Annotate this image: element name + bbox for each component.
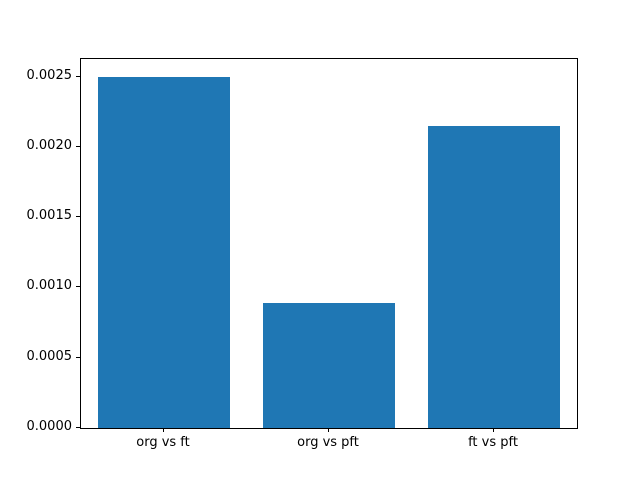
- y-axis-tick-label: 0.0010: [26, 278, 73, 293]
- y-axis-tick-mark: [76, 76, 80, 77]
- x-axis-tick-label: org vs ft: [136, 435, 190, 450]
- y-axis-tick-mark: [76, 357, 80, 358]
- y-axis-tick-mark: [76, 427, 80, 428]
- y-axis-tick-label: 0.0020: [26, 138, 73, 153]
- y-axis-tick-mark: [76, 146, 80, 147]
- y-axis-tick-mark: [76, 216, 80, 217]
- bar-org-vs-ft: [98, 77, 230, 428]
- y-axis-tick-label: 0.0000: [26, 419, 73, 434]
- x-axis-tick-label: org vs pft: [297, 435, 359, 450]
- y-axis-tick-mark: [76, 286, 80, 287]
- x-axis-tick-label: ft vs pft: [468, 435, 518, 450]
- x-axis-tick-mark: [328, 428, 329, 432]
- y-axis-tick-label: 0.0005: [26, 349, 73, 364]
- plot-area: [80, 58, 578, 429]
- y-axis-tick-label: 0.0015: [26, 208, 73, 223]
- bar-ft-vs-pft: [428, 126, 560, 428]
- bar-org-vs-pft: [263, 303, 395, 428]
- x-axis-tick-mark: [493, 428, 494, 432]
- y-axis-tick-label: 0.0025: [26, 68, 73, 83]
- x-axis-tick-mark: [163, 428, 164, 432]
